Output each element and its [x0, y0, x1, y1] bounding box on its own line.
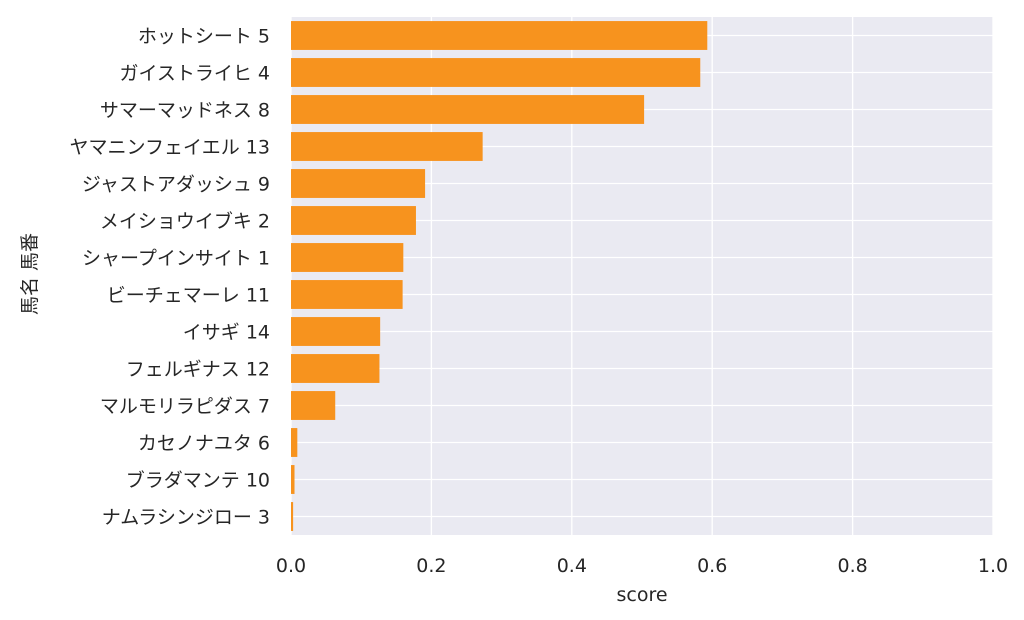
x-tick-label: 0.0: [276, 555, 306, 577]
bar: [291, 132, 483, 161]
y-tick-label: ヤマニンフェイエル 13: [70, 137, 270, 159]
x-tick-label: 0.6: [697, 555, 727, 577]
y-tick-label: マルモリラピダス 7: [100, 396, 270, 418]
bar: [291, 21, 708, 50]
y-tick-label: シャープインサイト 1: [82, 248, 270, 270]
x-axis-label: score: [616, 584, 667, 606]
bar: [291, 280, 403, 309]
bar: [291, 428, 298, 457]
bar: [291, 58, 701, 87]
y-tick-label: ジャストアダッシュ 9: [82, 174, 270, 196]
bar: [291, 169, 426, 198]
bars: [291, 21, 708, 531]
plot-area: [291, 17, 993, 535]
y-tick-label: ナムラシンジロー 3: [102, 507, 270, 529]
bar: [291, 354, 380, 383]
y-tick-labels: ホットシート 5 ガイストライヒ 4 サマーマッドネス 8 ヤマニンフェイエル 13 ジ…: [70, 26, 270, 529]
y-axis-label: 馬名 馬番: [19, 233, 41, 315]
y-tick-label: イサギ 14: [183, 322, 270, 344]
bar: [291, 502, 294, 531]
bar: [291, 243, 404, 272]
bar: [291, 465, 295, 494]
x-tick-label: 1.0: [978, 555, 1008, 577]
bar: [291, 95, 645, 124]
y-tick-label: ホットシート 5: [138, 26, 270, 48]
y-tick-label: メイショウイブキ 2: [100, 210, 270, 233]
y-tick-label: フェルギナス 12: [126, 359, 270, 381]
y-tick-label: ビーチェマーレ 11: [107, 285, 270, 307]
x-tick-label: 0.2: [416, 555, 446, 577]
y-tick-label: ブラダマンテ 10: [126, 469, 270, 492]
x-tick-labels: 0.0 0.2 0.4 0.6 0.8 1.0: [276, 555, 1008, 577]
y-tick-label: ガイストライヒ 4: [119, 63, 270, 85]
y-tick-label: サマーマッドネス 8: [100, 100, 270, 122]
x-tick-label: 0.4: [557, 555, 587, 577]
y-tick-label: カセノナユタ 6: [138, 433, 270, 455]
bar: [291, 391, 336, 420]
bar: [291, 317, 381, 346]
bar: [291, 206, 416, 235]
x-tick-label: 0.8: [837, 555, 867, 577]
